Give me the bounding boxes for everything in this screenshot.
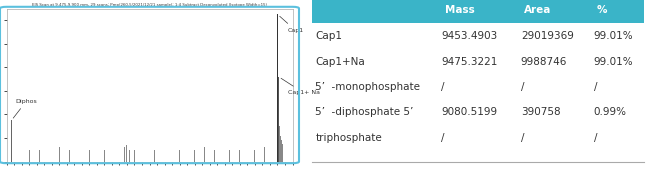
Bar: [282, 144, 283, 162]
Text: 5’  -diphosphate 5’: 5’ -diphosphate 5’: [315, 107, 413, 117]
Text: %: %: [597, 5, 608, 14]
Text: Area: Area: [524, 5, 552, 14]
Bar: [229, 150, 230, 162]
Bar: [129, 150, 130, 162]
Bar: [104, 150, 105, 162]
Bar: [239, 150, 240, 162]
Text: /: /: [441, 133, 445, 143]
Text: /: /: [594, 133, 597, 143]
Bar: [277, 14, 278, 162]
Bar: [214, 150, 215, 162]
Text: 9453.4903: 9453.4903: [441, 31, 497, 41]
Bar: [38, 150, 40, 162]
Bar: [289, 150, 291, 162]
Bar: [154, 150, 155, 162]
Bar: [281, 140, 282, 162]
Text: /: /: [521, 133, 525, 143]
Text: Diphos: Diphos: [13, 99, 37, 118]
Text: 99.01%: 99.01%: [594, 31, 633, 41]
Text: Mass: Mass: [445, 5, 474, 14]
Bar: [278, 77, 280, 162]
Bar: [254, 150, 255, 162]
Bar: [279, 108, 280, 162]
Text: 29019369: 29019369: [521, 31, 574, 41]
Bar: [11, 120, 12, 162]
Bar: [58, 147, 60, 161]
Bar: [179, 150, 180, 162]
Text: /: /: [441, 82, 445, 92]
Title: EIS Scan at 9.475-9.900 mm, 29 scans; Pmp(260-5/2021/12/21 sample); 1:4 Subtract: EIS Scan at 9.475-9.900 mm, 29 scans; Pm…: [32, 3, 267, 7]
Bar: [194, 150, 195, 162]
Bar: [89, 150, 90, 162]
Bar: [69, 150, 70, 162]
Text: 5’  -monophosphate: 5’ -monophosphate: [315, 82, 421, 92]
Text: triphosphate: triphosphate: [315, 133, 382, 143]
Text: /: /: [521, 82, 525, 92]
Bar: [124, 147, 125, 161]
Bar: [204, 147, 205, 161]
Bar: [19, 147, 20, 161]
Text: 9988746: 9988746: [521, 57, 567, 67]
Bar: [134, 150, 135, 162]
Text: /: /: [594, 82, 597, 92]
Bar: [283, 147, 284, 161]
Text: Cap1+ Na: Cap1+ Na: [281, 78, 320, 95]
Text: 390758: 390758: [521, 107, 560, 117]
Bar: [279, 126, 280, 162]
Bar: [280, 136, 281, 161]
Text: 99.01%: 99.01%: [594, 57, 633, 67]
Text: 0.99%: 0.99%: [594, 107, 627, 117]
Text: 9475.3221: 9475.3221: [441, 57, 498, 67]
Text: 9080.5199: 9080.5199: [441, 107, 497, 117]
Text: Cap1+Na: Cap1+Na: [315, 57, 365, 67]
Text: Cap1: Cap1: [280, 16, 304, 33]
Bar: [312, 0, 644, 23]
Text: Cap1: Cap1: [315, 31, 343, 41]
